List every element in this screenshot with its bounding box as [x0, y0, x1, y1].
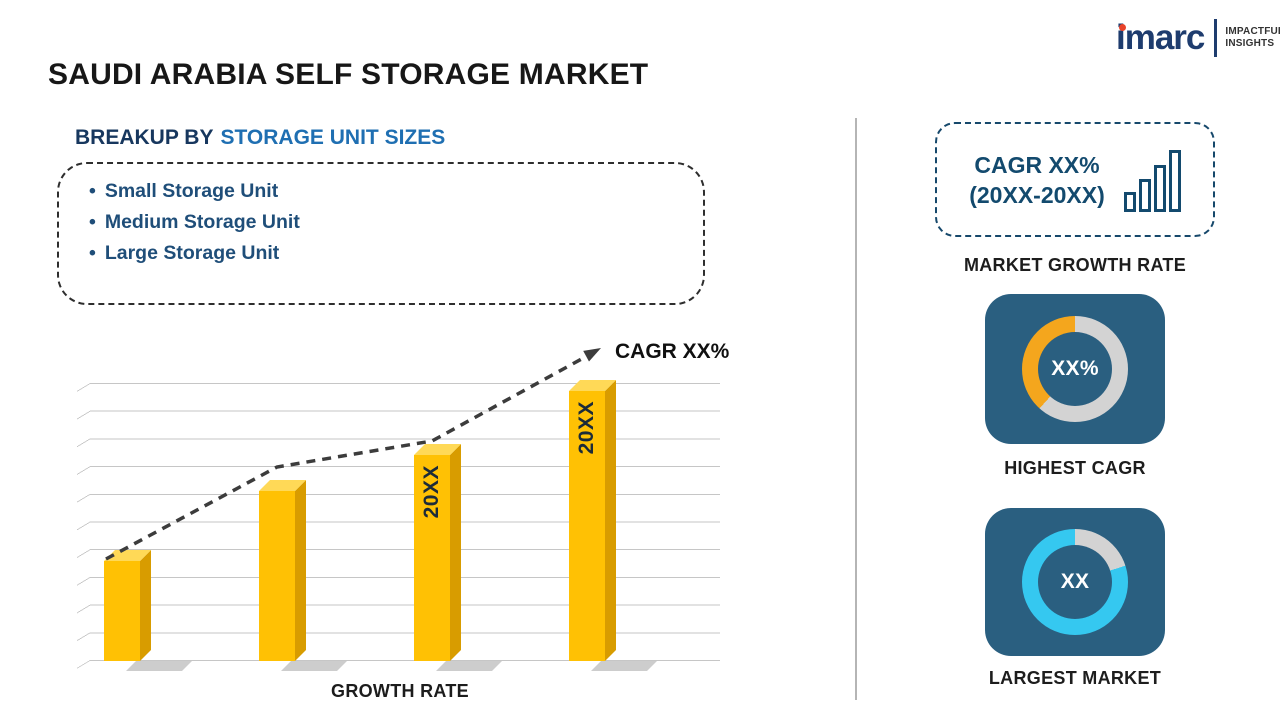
bar-year1	[104, 561, 140, 661]
logo-brand-wrap: imarc	[1116, 18, 1205, 58]
bar-chart-icon	[1121, 148, 1181, 212]
donut-chart-largest-market: XX	[1022, 529, 1128, 635]
logo-tagline-line2: INSIGHTS	[1225, 38, 1275, 49]
bar-year3: 20XX	[414, 455, 450, 661]
bar-shadow	[281, 661, 347, 671]
logo-tagline: IMPACTFUL INSIGHTS	[1225, 26, 1280, 50]
imarc-logo: imarc IMPACTFUL INSIGHTS	[1116, 18, 1280, 58]
largest-market-caption: LARGEST MARKET	[988, 668, 1162, 688]
highest-cagr-value: XX%	[1051, 357, 1099, 380]
bar-shadow	[436, 661, 502, 671]
bullet-icon: •	[89, 242, 96, 264]
vertical-divider	[855, 118, 857, 700]
bar-chart-icon-bar	[1138, 178, 1151, 212]
chart-plot-area: 20XX 20XX	[77, 383, 720, 671]
list-item-label: Small Storage Unit	[104, 180, 279, 202]
market-growth-rate-box: CAGR XX% (20XX-20XX)	[935, 122, 1215, 237]
cagr-annotation: CAGR XX%	[615, 340, 730, 363]
bar-shadow	[591, 661, 657, 671]
logo-red-dot-icon	[1119, 24, 1126, 31]
page-title: SAUDI ARABIA SELF STORAGE MARKET	[48, 58, 649, 91]
breakup-heading-highlight: STORAGE UNIT SIZES	[220, 126, 446, 149]
bar-year2	[259, 491, 295, 661]
x-axis-label: GROWTH RATE	[331, 681, 469, 701]
bar-chart-icon-bar	[1168, 149, 1181, 212]
highest-cagr-card: XX%	[985, 294, 1165, 444]
donut-hole: XX	[1038, 545, 1112, 619]
bullet-icon: •	[89, 180, 96, 202]
largest-market-value: XX	[1060, 570, 1090, 593]
arrowhead-icon	[583, 348, 601, 362]
bar-label: 20XX	[575, 401, 598, 455]
list-item: • Medium Storage Unit	[89, 207, 683, 238]
breakup-box: • Small Storage Unit • Medium Storage Unit…	[57, 162, 705, 305]
highest-cagr-caption: HIGHEST CAGR	[1004, 458, 1146, 478]
growth-box-line1: CAGR XX%	[974, 151, 1100, 178]
bullet-icon: •	[89, 211, 96, 233]
donut-hole: XX%	[1038, 332, 1112, 406]
donut-chart-highest-cagr: XX%	[1022, 316, 1128, 422]
breakup-heading-prefix: BREAKUP BY	[75, 126, 214, 149]
bar-year4: 20XX	[569, 391, 605, 661]
logo-separator	[1214, 19, 1218, 57]
chart-left-wall	[77, 383, 90, 669]
breakup-list: • Small Storage Unit • Medium Storage Unit…	[89, 176, 683, 269]
growth-box-text: CAGR XX% (20XX-20XX)	[969, 150, 1105, 210]
logo-brand-text: imarc	[1116, 18, 1205, 57]
breakup-heading: BREAKUP BY STORAGE UNIT SIZES	[75, 126, 445, 150]
growth-box-line2: (20XX-20XX)	[969, 181, 1105, 208]
list-item-label: Large Storage Unit	[104, 242, 280, 264]
list-item-label: Medium Storage Unit	[104, 211, 300, 233]
market-growth-rate-caption: MARKET GROWTH RATE	[963, 255, 1187, 275]
list-item: • Large Storage Unit	[89, 238, 683, 269]
growth-bar-chart: 20XX 20XX CAGR XX% GROWTH RATE	[70, 340, 730, 701]
list-item: • Small Storage Unit	[89, 176, 683, 207]
largest-market-card: XX	[985, 508, 1165, 656]
logo-tagline-line1: IMPACTFUL	[1225, 26, 1280, 37]
bar-shadow	[126, 661, 192, 671]
bar-label: 20XX	[420, 465, 443, 519]
bar-chart-icon-bar	[1153, 164, 1166, 212]
bar-chart-icon-bar	[1123, 191, 1136, 212]
